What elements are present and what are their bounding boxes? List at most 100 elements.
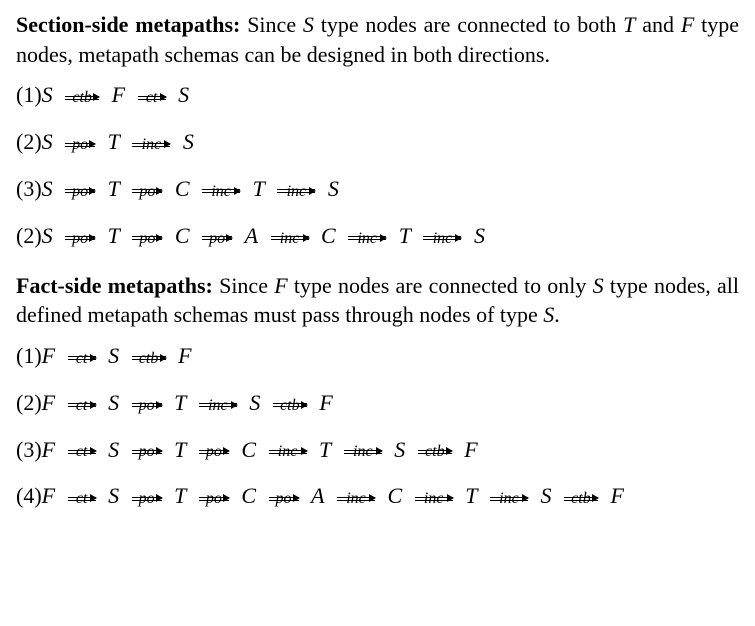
arrow-inc: inc — [273, 170, 319, 212]
metapath-line: (4) F ct S po T po C po A inc C inc T in… — [16, 475, 739, 517]
intro-text: Since — [213, 273, 274, 298]
arrow-shaft-icon — [132, 500, 162, 501]
section-side-heading: Section-side metapaths: — [16, 12, 240, 37]
path-node: S — [42, 121, 53, 163]
path-number: (1) — [16, 74, 42, 116]
arrow-shaft-icon — [423, 239, 461, 240]
path-node: T — [174, 475, 186, 517]
arrow-shaft-icon — [337, 500, 375, 501]
arrow-po: po — [195, 431, 233, 473]
arrow-shaft-icon — [132, 239, 162, 240]
arrow-po: po — [128, 431, 166, 473]
arrow-shaft-icon — [415, 500, 453, 501]
path-number: (2) — [16, 121, 42, 163]
intro-text: and — [635, 12, 680, 37]
arrow-ct: ct — [64, 477, 100, 519]
path-node: S — [183, 121, 194, 163]
metapath-line: (2) S po T po C po A inc C inc T inc S — [16, 215, 739, 257]
arrow-po: po — [128, 384, 166, 426]
var-f: F — [681, 12, 694, 37]
path-node: T — [399, 215, 411, 257]
arrow-ct: ct — [64, 337, 100, 379]
arrow-inc: inc — [411, 477, 457, 519]
path-node: F — [42, 429, 55, 471]
arrow-shaft-icon — [68, 359, 96, 360]
fact-side-paths: (1) F ct S ctb F(2) F ct S po T inc S ct… — [16, 335, 739, 517]
path-node: T — [174, 382, 186, 424]
path-number: (4) — [16, 475, 42, 517]
arrow-ctb: ctb — [414, 431, 456, 473]
metapath-line: (2) F ct S po T inc S ctb F — [16, 382, 739, 424]
arrow-ctb: ctb — [61, 76, 103, 118]
arrow-inc: inc — [265, 431, 311, 473]
path-node: F — [42, 475, 55, 517]
path-number: (2) — [16, 215, 42, 257]
path-node: S — [42, 74, 53, 116]
var-s: S — [303, 12, 314, 37]
arrow-po: po — [128, 170, 166, 212]
path-node: T — [174, 429, 186, 471]
path-node: T — [465, 475, 477, 517]
path-node: T — [253, 168, 265, 210]
arrow-shaft-icon — [273, 406, 307, 407]
path-node: F — [610, 475, 623, 517]
arrow-inc: inc — [128, 123, 174, 165]
arrow-shaft-icon — [490, 500, 528, 501]
section-side-block: Section-side metapaths: Since S type nod… — [16, 10, 739, 257]
arrow-inc: inc — [344, 217, 390, 259]
var-f: F — [274, 273, 287, 298]
arrow-shaft-icon — [199, 453, 229, 454]
path-node: F — [464, 429, 477, 471]
path-node: S — [108, 335, 119, 377]
arrow-po: po — [61, 217, 99, 259]
path-node: F — [319, 382, 332, 424]
arrow-shaft-icon — [68, 500, 96, 501]
var-s: S — [593, 273, 604, 298]
arrow-ctb: ctb — [560, 477, 602, 519]
arrow-ct: ct — [64, 431, 100, 473]
arrow-shaft-icon — [564, 500, 598, 501]
arrow-inc: inc — [486, 477, 532, 519]
path-node: S — [474, 215, 485, 257]
arrow-ctb: ctb — [128, 337, 170, 379]
arrow-inc: inc — [267, 217, 313, 259]
arrow-shaft-icon — [271, 239, 309, 240]
path-node: C — [388, 475, 403, 517]
arrow-shaft-icon — [344, 453, 382, 454]
path-node: C — [321, 215, 336, 257]
var-t: T — [623, 12, 635, 37]
arrow-inc: inc — [333, 477, 379, 519]
arrow-po: po — [265, 477, 303, 519]
path-node: F — [42, 382, 55, 424]
path-node: S — [328, 168, 339, 210]
arrow-po: po — [195, 477, 233, 519]
fact-side-block: Fact-side metapaths: Since F type nodes … — [16, 271, 739, 518]
path-node: C — [175, 168, 190, 210]
arrow-shaft-icon — [65, 99, 99, 100]
arrow-shaft-icon — [199, 406, 237, 407]
path-node: S — [108, 429, 119, 471]
arrow-po: po — [61, 123, 99, 165]
arrow-shaft-icon — [348, 239, 386, 240]
path-node: T — [319, 429, 331, 471]
arrow-shaft-icon — [132, 359, 166, 360]
arrow-ctb: ctb — [269, 384, 311, 426]
metapath-line: (3) S po T po C inc T inc S — [16, 168, 739, 210]
arrow-shaft-icon — [269, 453, 307, 454]
path-node: T — [108, 168, 120, 210]
arrow-inc: inc — [419, 217, 465, 259]
arrow-po: po — [128, 477, 166, 519]
path-node: F — [178, 335, 191, 377]
arrow-inc: inc — [198, 170, 244, 212]
arrow-shaft-icon — [418, 453, 452, 454]
path-node: S — [42, 215, 53, 257]
metapath-line: (3) F ct S po T po C inc T inc S ctb F — [16, 429, 739, 471]
arrow-shaft-icon — [277, 192, 315, 193]
section-side-paths: (1) S ctb F ct S(2) S po T inc S(3) S po… — [16, 74, 739, 256]
arrow-shaft-icon — [199, 500, 229, 501]
arrow-inc: inc — [195, 384, 241, 426]
arrow-shaft-icon — [65, 192, 95, 193]
arrow-shaft-icon — [132, 192, 162, 193]
path-node: C — [241, 475, 256, 517]
path-node: S — [178, 74, 189, 116]
